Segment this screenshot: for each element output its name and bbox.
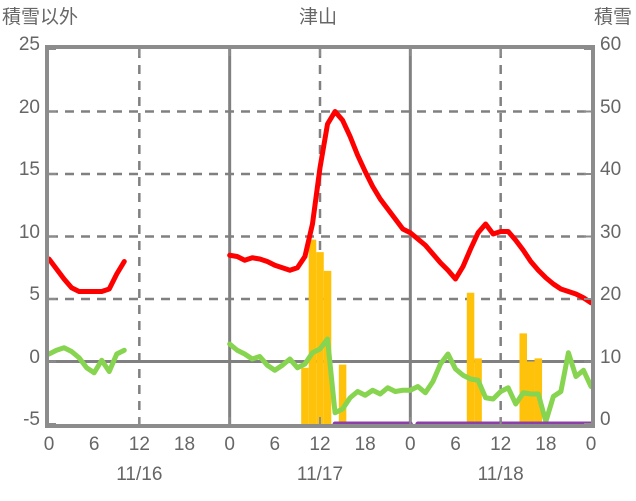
x-tick-4: 0 xyxy=(224,434,235,455)
precipitation-bar xyxy=(316,252,324,424)
left-tick-5: 5 xyxy=(29,284,40,305)
x-axis-date-labels: 11/16 11/17 11/18 xyxy=(45,462,595,492)
x-tick-3: 18 xyxy=(173,434,196,455)
x-tick-10: 12 xyxy=(490,434,512,455)
x-tick-7: 18 xyxy=(354,434,376,455)
plot-svg xyxy=(49,49,591,424)
left-tick-15: 15 xyxy=(18,159,40,180)
x-tick-0: 0 xyxy=(43,434,55,455)
temperature-line xyxy=(49,256,127,294)
x-tick-6: 12 xyxy=(309,434,331,455)
left-tick-20: 20 xyxy=(18,96,40,118)
x-tick-1: 6 xyxy=(88,434,100,455)
right-axis-tick-labels: 60 50 40 30 20 10 0 xyxy=(600,34,636,430)
x-tick-2: 12 xyxy=(128,434,150,455)
plot-area xyxy=(45,45,595,428)
precipitation-bar xyxy=(308,239,317,424)
right-tick-0: 0 xyxy=(600,409,611,430)
right-tick-60: 60 xyxy=(600,34,622,55)
right-axis-title: 積雪 xyxy=(593,7,632,28)
left-axis-tick-labels: 25 20 15 10 5 0 -5 xyxy=(0,34,40,430)
right-tick-30: 30 xyxy=(600,221,622,243)
precipitation-bar xyxy=(534,358,543,424)
left-tick-10: 10 xyxy=(18,221,40,243)
date-label-11-16: 11/16 xyxy=(116,464,163,485)
left-tick--5: -5 xyxy=(23,409,40,430)
left-tick-0: 0 xyxy=(29,346,40,368)
x-tick-11: 18 xyxy=(535,434,557,455)
right-tick-10: 10 xyxy=(600,346,622,368)
precipitation-bar xyxy=(338,364,347,424)
precipitation-bar xyxy=(301,367,309,424)
left-tick-25: 25 xyxy=(18,34,40,55)
precipitation-bar xyxy=(474,358,482,424)
precipitation-bar xyxy=(466,292,475,424)
page-title: 津山 xyxy=(298,7,337,28)
date-label-11-17: 11/17 xyxy=(296,464,344,485)
right-tick-50: 50 xyxy=(600,96,622,118)
left-axis-title: 積雪以外 xyxy=(2,7,79,28)
right-tick-40: 40 xyxy=(600,159,622,180)
x-tick-5: 6 xyxy=(269,434,281,455)
right-tick-20: 20 xyxy=(600,284,622,305)
precipitation-bar xyxy=(519,333,528,424)
wind-speed-line xyxy=(227,336,591,424)
x-tick-12: 0 xyxy=(585,434,597,455)
x-tick-8: 0 xyxy=(405,434,416,455)
x-tick-9: 6 xyxy=(450,434,461,455)
x-axis-tick-labels: 0 6 12 18 0 6 12 18 0 6 12 18 0 xyxy=(44,432,597,462)
wind-speed-line xyxy=(49,345,127,376)
temperature-line xyxy=(227,109,591,306)
date-label-11-18: 11/18 xyxy=(477,464,524,485)
